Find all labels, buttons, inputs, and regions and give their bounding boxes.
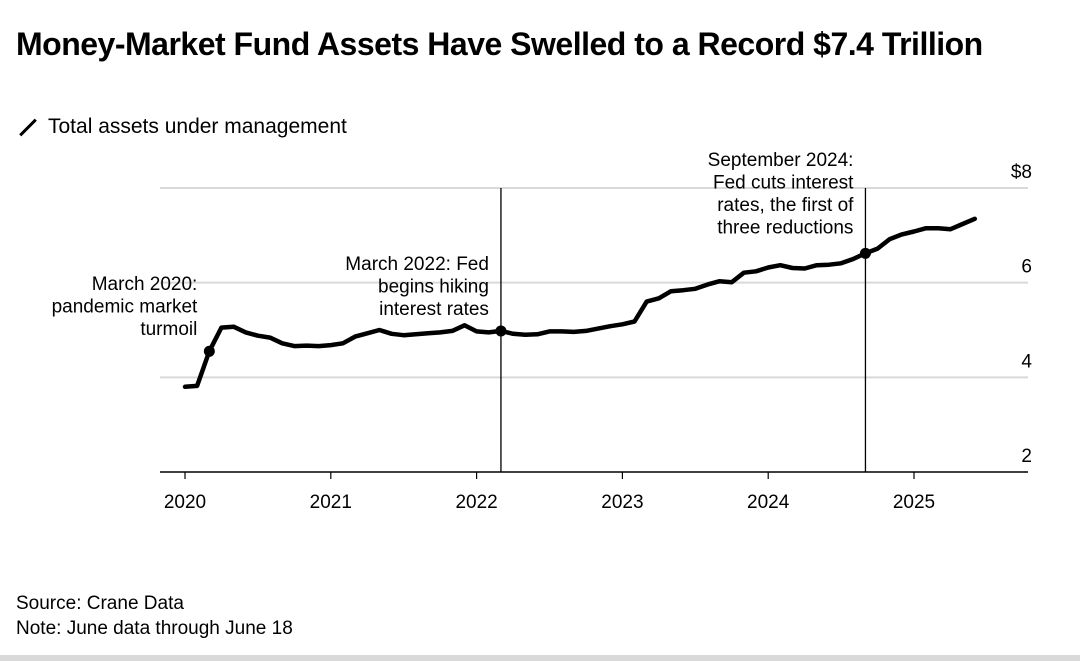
bottom-divider: [0, 655, 1080, 661]
legend-label: Total assets under management: [48, 115, 347, 138]
x-tick-label: 2023: [601, 492, 643, 513]
annotation-line: turmoil: [140, 319, 197, 340]
y-tick-label: 4: [1021, 351, 1032, 372]
markers: [203, 247, 871, 357]
line-chart: 2 4 6 $8 2020 2021 2022 2023 2024 2025 March 202…: [52, 150, 1033, 513]
y-tick-label: 2: [1021, 446, 1032, 467]
annotation-line: March 2020:: [92, 274, 198, 295]
annotation-line: September 2024:: [708, 150, 854, 171]
source-note: Source: Crane Data: [16, 593, 184, 614]
legend: Total assets under management: [16, 113, 347, 141]
x-tick-label: 2020: [164, 492, 206, 513]
footer: Source: Crane Data Note: June data throu…: [16, 591, 293, 641]
x-tick-label: 2021: [310, 492, 352, 513]
x-tick-label: 2024: [747, 492, 790, 513]
annotation: March 2022: Fed begins hiking interest rat…: [345, 254, 489, 320]
annotation: March 2020: pandemic market turmoil: [52, 274, 198, 340]
event-marker: [859, 247, 871, 259]
grid-lines: [160, 187, 1028, 379]
annotation-line: three reductions: [717, 218, 853, 239]
annotation-line: pandemic market: [52, 297, 198, 318]
x-tick-label: 2022: [455, 492, 497, 513]
annotation-line: interest rates: [379, 299, 489, 320]
series-layer: [182, 216, 978, 390]
x-axis: 2020 2021 2022 2023 2024 2025: [160, 471, 1028, 513]
y-axis: 2 4 6 $8: [1011, 162, 1033, 467]
annotation-line: begins hiking: [378, 277, 489, 298]
event-marker: [203, 345, 215, 357]
annotation-line: rates, the first of: [717, 195, 854, 216]
annotation-line: March 2022: Fed: [345, 254, 489, 275]
annotation-line: Fed cuts interest: [713, 173, 854, 194]
series-line: [182, 216, 978, 390]
chart-title: Money-Market Fund Assets Have Swelled to…: [16, 26, 983, 62]
y-tick-label: $8: [1011, 162, 1032, 183]
annotation: September 2024: Fed cuts interest rates, t…: [708, 150, 854, 239]
event-marker: [495, 325, 507, 337]
x-tick-label: 2025: [893, 492, 935, 513]
y-tick-label: 6: [1021, 257, 1032, 278]
data-note: Note: June data through June 18: [16, 618, 293, 639]
